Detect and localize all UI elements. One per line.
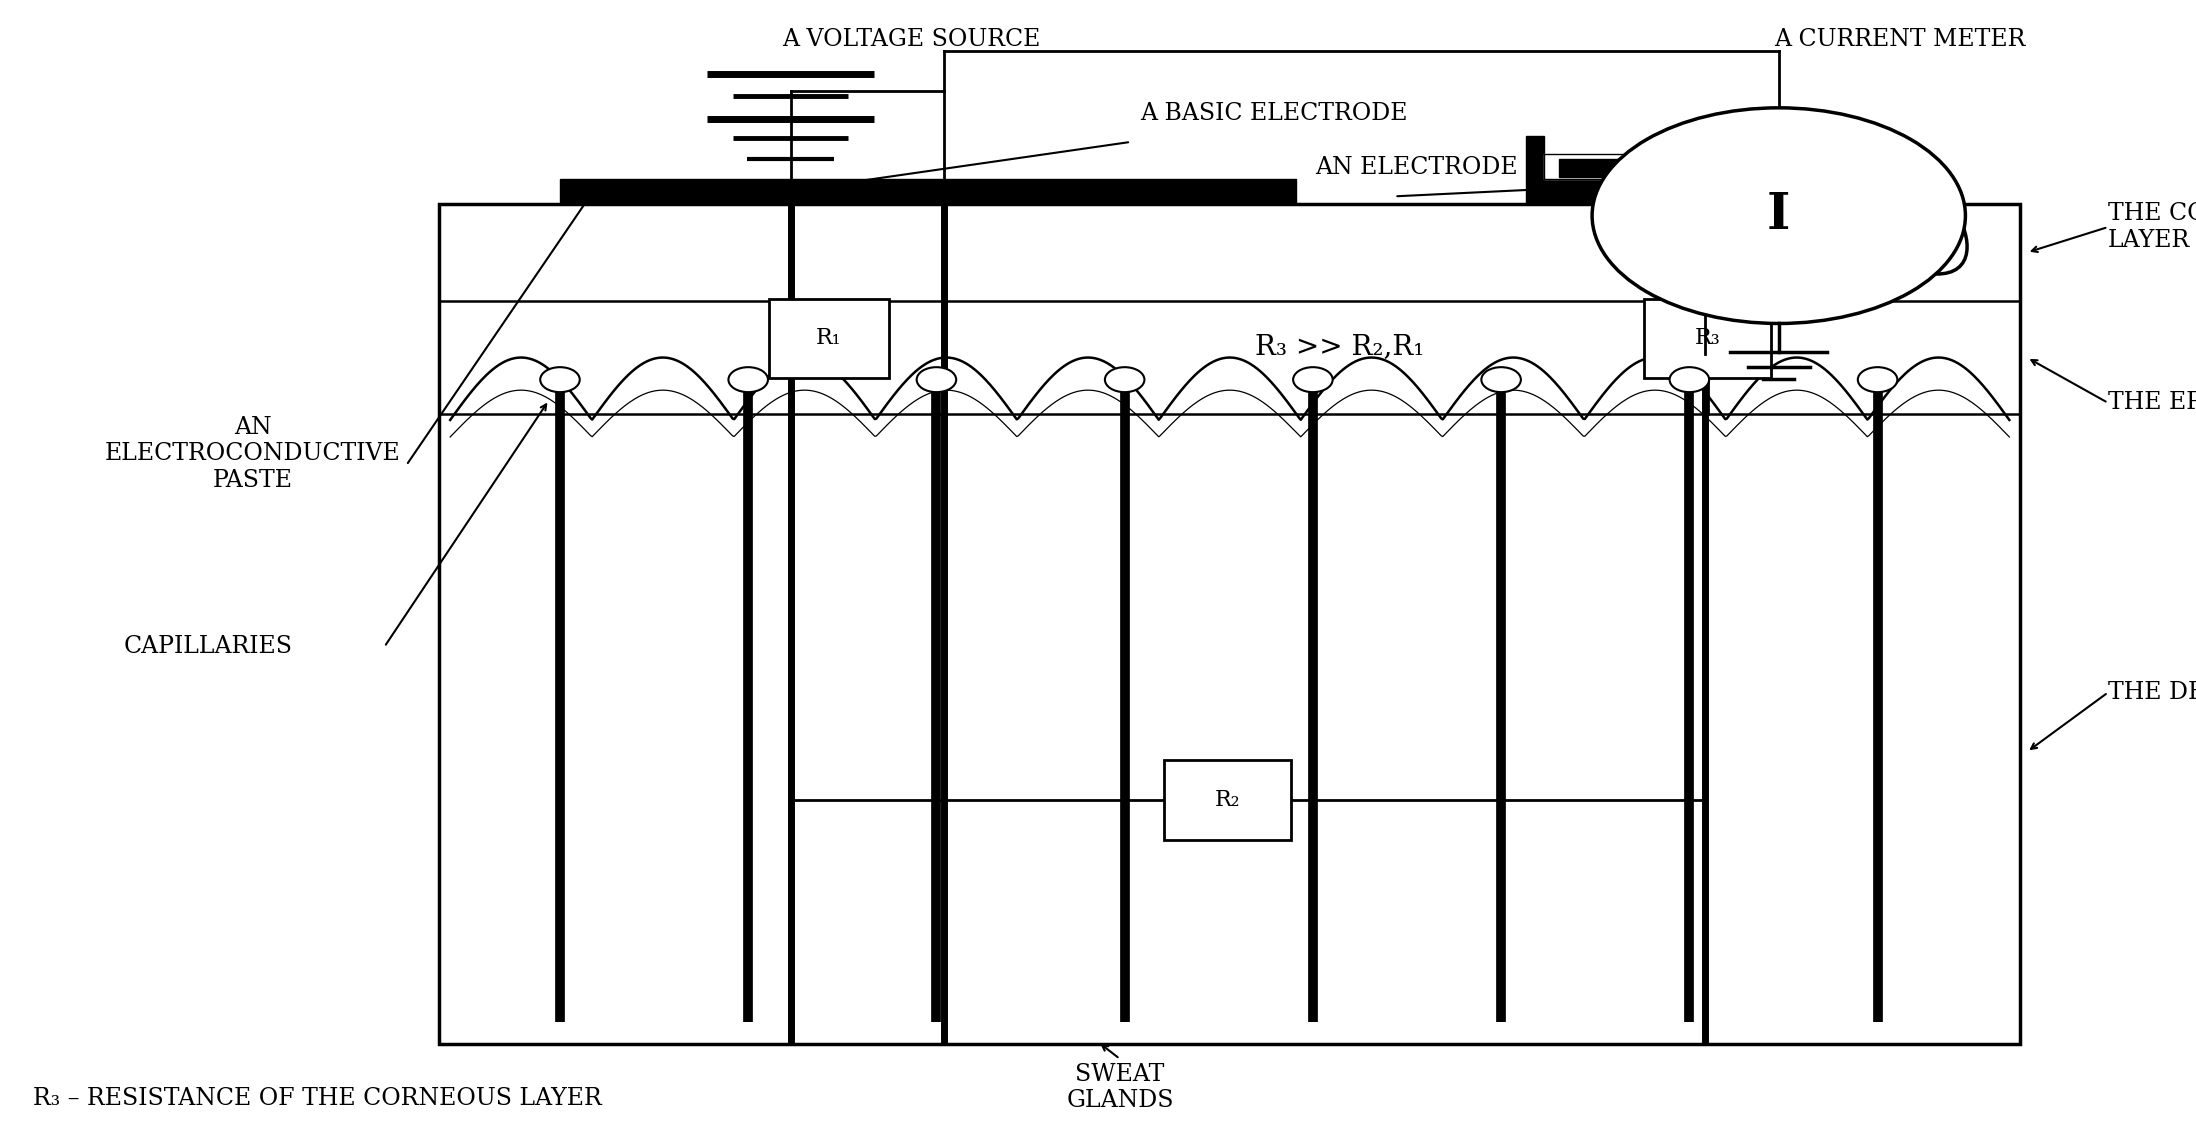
Text: THE EPIDERMIS: THE EPIDERMIS bbox=[2108, 392, 2196, 414]
Text: R₃ – RESISTANCE OF THE CORNEOUS LAYER: R₃ – RESISTANCE OF THE CORNEOUS LAYER bbox=[33, 1087, 602, 1110]
Text: AN
ELECTROCONDUCTIVE
PASTE: AN ELECTROCONDUCTIVE PASTE bbox=[105, 415, 400, 493]
Bar bbox=[1164, 760, 1291, 840]
Ellipse shape bbox=[1669, 368, 1708, 393]
Bar bbox=[1544, 154, 1788, 179]
Ellipse shape bbox=[1482, 368, 1522, 393]
Text: R₁: R₁ bbox=[817, 327, 841, 350]
Text: A VOLTAGE SOURCE: A VOLTAGE SOURCE bbox=[782, 28, 1041, 51]
Text: R₃: R₃ bbox=[1695, 327, 1719, 350]
Text: A BASIC ELECTRODE: A BASIC ELECTRODE bbox=[1140, 102, 1408, 125]
Bar bbox=[1544, 154, 1788, 179]
Ellipse shape bbox=[729, 368, 769, 393]
Ellipse shape bbox=[540, 368, 580, 393]
Bar bbox=[1645, 299, 1772, 378]
Bar bbox=[1559, 159, 1647, 177]
Bar bbox=[1647, 159, 1724, 177]
Bar bbox=[439, 204, 2020, 1044]
Text: CAPILLARIES: CAPILLARIES bbox=[125, 636, 292, 658]
Text: THE DERMIS: THE DERMIS bbox=[2108, 681, 2196, 704]
Text: THE CORNEOUS
LAYER: THE CORNEOUS LAYER bbox=[2108, 202, 2196, 252]
Ellipse shape bbox=[1293, 368, 1333, 393]
Bar bbox=[1689, 136, 1724, 179]
Ellipse shape bbox=[1592, 108, 1965, 323]
Bar bbox=[1526, 136, 1544, 179]
Ellipse shape bbox=[916, 368, 955, 393]
Bar bbox=[1845, 148, 1900, 179]
Bar bbox=[560, 179, 1296, 204]
Ellipse shape bbox=[1105, 368, 1144, 393]
Bar bbox=[769, 299, 889, 378]
Text: R₂: R₂ bbox=[1214, 789, 1241, 812]
Ellipse shape bbox=[1858, 368, 1897, 393]
Bar bbox=[1698, 138, 1715, 177]
Text: AN ELECTRODE: AN ELECTRODE bbox=[1315, 157, 1517, 179]
Bar bbox=[1647, 159, 1724, 177]
Text: I: I bbox=[1768, 191, 1790, 241]
Text: SWEAT
GLANDS: SWEAT GLANDS bbox=[1067, 1062, 1173, 1112]
Text: R₃ >> R₂,R₁: R₃ >> R₂,R₁ bbox=[1254, 333, 1425, 360]
Bar bbox=[1526, 179, 1900, 204]
Text: A CURRENT METER: A CURRENT METER bbox=[1774, 28, 2025, 51]
